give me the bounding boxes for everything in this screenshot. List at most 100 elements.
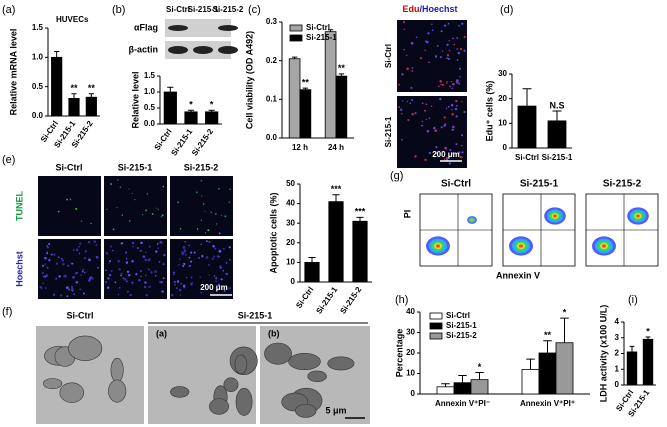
y-tick-label: 0.0 [266,133,278,142]
cell-dot [401,73,404,76]
cell-dot [42,282,45,285]
cell-dot [66,198,68,201]
bar [328,201,344,283]
cell-dot [84,271,86,274]
stain-edu: Edu [402,4,419,14]
error-bar [522,88,532,107]
flow-x-label: Annexin V [496,270,540,280]
cell-dot [207,229,210,232]
bar [335,75,348,139]
panel-label: (b) [112,4,125,16]
cell-dot [428,151,432,155]
cell-dot [131,192,133,195]
cell-dot [44,263,46,265]
cell-dot [69,198,72,201]
cell-dot [218,188,220,190]
y-tick-label: 40 [286,199,295,208]
panel-label: (d) [500,4,513,16]
cell-dot [142,255,146,259]
cell-dot [73,293,76,296]
cell-dot [219,266,222,269]
cell-dot [160,281,163,284]
cell-dot [179,228,182,230]
cell-dot [455,79,459,82]
cell-dot [448,162,451,165]
em-structure [264,342,292,365]
cell-dot [448,85,451,88]
micrograph [397,96,467,168]
x-tick-label: Si-215-1 [542,153,573,162]
micrograph [170,176,233,236]
cell-dot [72,276,75,279]
cell-dot [456,59,459,61]
em-structure [234,354,248,375]
cell-dot [55,277,58,280]
y-axis-label: LDH activity (x100 U/L) [598,305,608,403]
cell-dot [90,222,92,225]
cell-dot [64,274,67,278]
blot-strip [165,19,231,37]
scale-label: 200 μm [432,150,460,159]
cell-dot [200,179,203,182]
legend-swatch [429,322,443,330]
cell-dot [88,258,91,262]
cell-dot [66,295,69,298]
error-bar [71,93,77,99]
cell-dot [426,129,430,133]
significance-label: * [210,100,214,110]
x-tick-label: Si-Ctrl [294,285,315,310]
cell-dot [228,246,231,249]
cell-dot [205,240,208,243]
row-label: Hoechst [14,251,24,287]
panel-label: (i) [628,294,638,306]
cell-dot [188,264,192,268]
cell-dot [448,40,450,42]
cell-dot [67,288,71,291]
stain-title: Edu/Hoechst [402,4,457,14]
cell-dot [154,274,157,277]
bar [205,111,219,125]
cell-dot [46,252,48,255]
panel-label: (g) [390,170,403,182]
cell-dot [214,247,217,250]
y-tick-label: 10 [286,258,295,267]
cell-dot [145,209,148,212]
cell-dot [65,286,69,289]
y-tick-label: 1.5 [32,23,44,32]
cell-dot [174,284,176,286]
y-tick-label: 0 [503,143,508,152]
cell-dot [79,242,82,245]
bar [521,368,540,395]
cell-dot [205,232,207,234]
cell-dot [411,70,414,73]
cell-dot [401,138,403,141]
cell-dot [139,249,143,253]
cell-dot [450,103,454,107]
cell-dot [459,155,463,159]
cell-dot [182,246,186,249]
y-tick-label: 10 [406,369,415,378]
y-tick-label: 0.2 [266,56,278,65]
em-structure [42,378,63,390]
cell-dot [84,250,88,253]
cell-dot [50,253,53,256]
cell-dot [461,151,464,154]
cell-dot [182,284,186,287]
cell-dot [208,240,211,243]
cell-dot [131,281,134,284]
cell-dot [108,273,112,277]
cell-dot [451,87,454,90]
y-tick-label: 1.5 [144,71,156,80]
cell-dot [82,268,85,271]
cell-dot [444,123,447,126]
cell-dot [431,29,434,32]
em-structure [59,382,85,403]
panel-label: (e) [2,154,15,166]
cell-dot [175,287,178,290]
cell-dot [108,260,111,263]
bar [642,338,654,386]
cell-dot [440,30,443,33]
y-axis-label: Percentage [394,329,404,378]
bar [538,352,557,395]
cell-dot [208,264,210,266]
